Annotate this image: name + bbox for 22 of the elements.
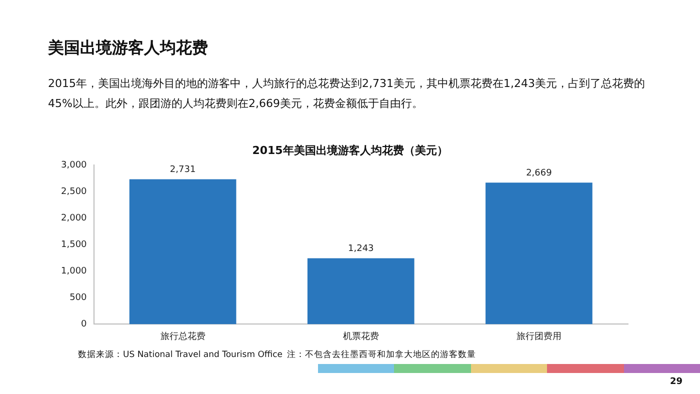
data-label: 2,731	[170, 165, 196, 176]
y-tick-label: 2,000	[61, 213, 88, 224]
bar	[486, 182, 592, 324]
data-label: 1,243	[348, 244, 374, 254]
x-tick-label: 旅行团费用	[516, 330, 562, 342]
y-tick-label: 1,500	[61, 240, 88, 250]
x-tick-label: 旅行总花费	[160, 330, 206, 342]
x-tick-label: 机票花费	[342, 330, 379, 342]
y-tick-label: 1,000	[61, 266, 88, 276]
data-label: 2,669	[526, 168, 552, 178]
bar	[307, 258, 414, 324]
text: 注：不包含去往墨西哥和加拿大地区的游客数量	[287, 349, 476, 361]
source-note: 数据来源：US National Travel and Tourism Office	[78, 349, 283, 361]
y-tick-label: 2,500	[61, 186, 88, 197]
bar	[129, 179, 236, 324]
y-tick-label: 3,000	[61, 160, 88, 170]
text: 2015年美国出境游客人均花费（美元）	[251, 143, 449, 158]
chart-title: 美国出境游客人均花费	[48, 38, 208, 59]
y-tick-label: 500	[70, 293, 88, 304]
chart-subtitle: 2015年，美国出境海外目的地的游客中，人均旅行的总花费达到2,731美元，其中机票花费在1,243美元，占到了总花费的45%以上。此外，跟团游的人均花费则在2,669美元，花费金额低于自由行。	[48, 76, 646, 112]
y-tick-label: 0	[81, 320, 88, 330]
text: 29	[670, 377, 683, 387]
